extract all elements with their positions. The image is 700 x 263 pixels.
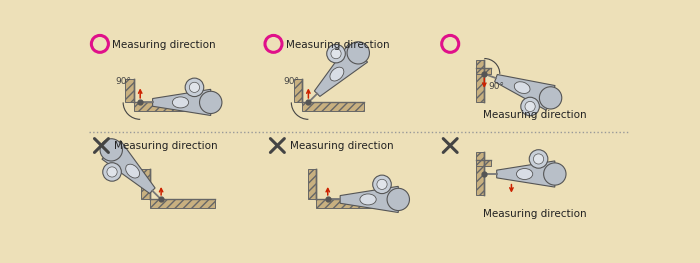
Circle shape	[199, 91, 222, 114]
Text: 90°: 90°	[284, 77, 300, 86]
Bar	[316, 199, 382, 208]
Circle shape	[103, 163, 121, 181]
Circle shape	[377, 179, 387, 189]
Circle shape	[544, 163, 566, 185]
Text: 90°: 90°	[488, 82, 504, 91]
Text: Measuring direction: Measuring direction	[483, 209, 587, 219]
Bar	[476, 60, 484, 102]
Circle shape	[347, 42, 370, 64]
Text: Measuring direction: Measuring direction	[112, 40, 216, 50]
Polygon shape	[153, 89, 211, 115]
Circle shape	[189, 82, 199, 92]
Circle shape	[529, 150, 548, 168]
Text: Measuring direction: Measuring direction	[290, 141, 393, 151]
Ellipse shape	[172, 97, 188, 108]
Bar	[141, 169, 150, 199]
Bar	[134, 102, 208, 111]
Bar	[307, 169, 316, 199]
Circle shape	[540, 87, 562, 109]
Ellipse shape	[514, 82, 530, 93]
Text: 90°: 90°	[116, 77, 132, 86]
Ellipse shape	[517, 169, 533, 180]
Ellipse shape	[126, 164, 139, 178]
Bar	[476, 68, 491, 74]
Circle shape	[372, 175, 391, 194]
Circle shape	[525, 102, 536, 112]
Text: Measuring direction: Measuring direction	[114, 141, 218, 151]
Bar	[125, 79, 134, 102]
Text: Measuring direction: Measuring direction	[286, 40, 389, 50]
Polygon shape	[314, 44, 368, 97]
Bar	[150, 199, 216, 208]
Polygon shape	[497, 161, 555, 187]
Circle shape	[521, 97, 540, 116]
Text: Measuring direction: Measuring direction	[483, 110, 587, 120]
Bar	[476, 160, 491, 166]
Polygon shape	[340, 186, 398, 213]
Bar	[476, 153, 484, 195]
Circle shape	[100, 139, 122, 161]
Circle shape	[331, 49, 341, 59]
Circle shape	[533, 154, 544, 164]
Bar	[294, 79, 302, 102]
Ellipse shape	[360, 194, 376, 205]
Bar	[302, 102, 364, 111]
Polygon shape	[102, 141, 155, 193]
Polygon shape	[495, 74, 555, 110]
Circle shape	[107, 167, 117, 177]
Circle shape	[327, 44, 345, 63]
Ellipse shape	[330, 67, 344, 81]
Circle shape	[185, 78, 204, 97]
Circle shape	[387, 188, 409, 211]
